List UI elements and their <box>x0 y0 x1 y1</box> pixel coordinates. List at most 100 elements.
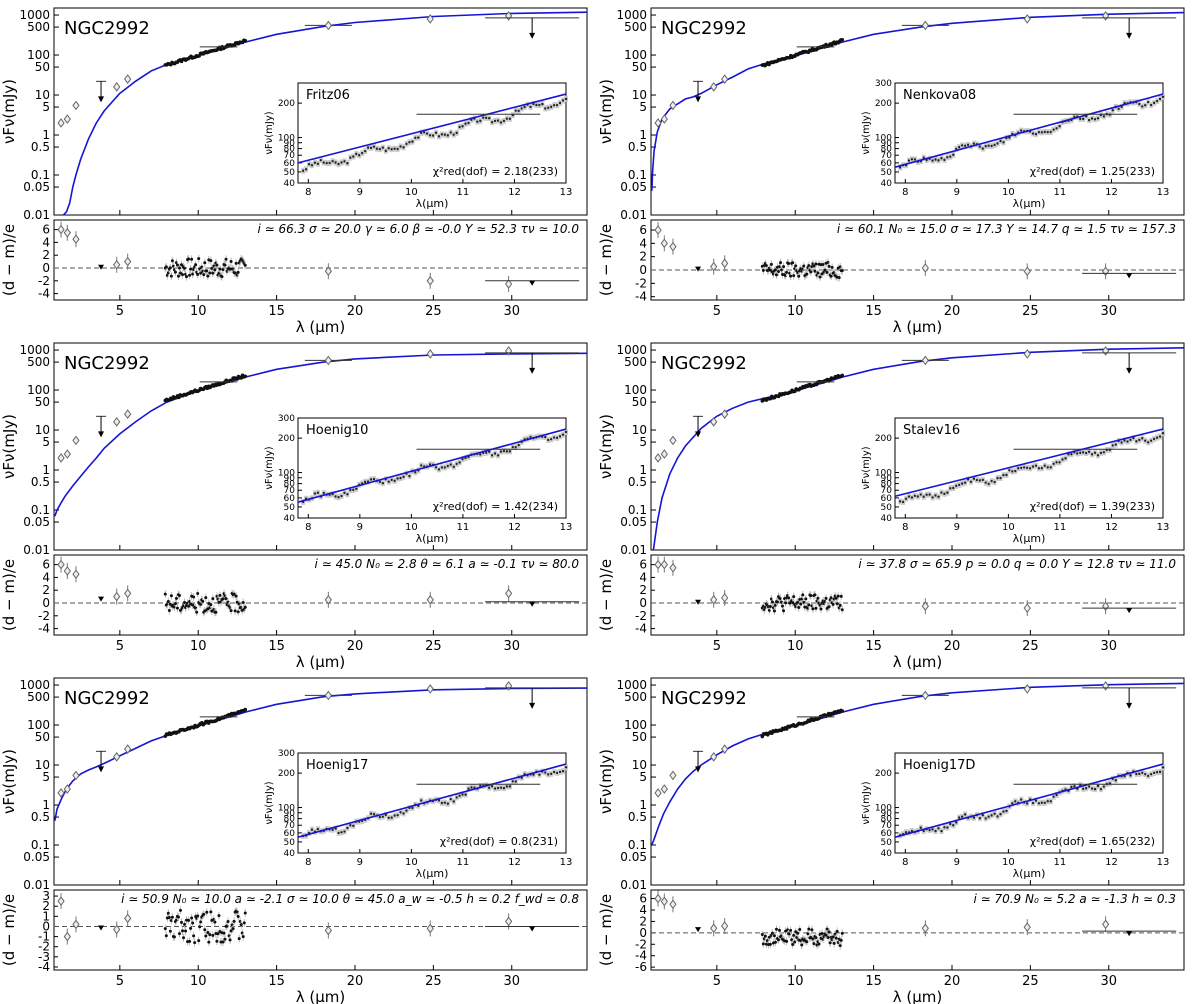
residual-spectrum-point <box>784 601 788 605</box>
inset-x-label: λ(μm) <box>416 867 449 880</box>
residual-spectrum-point <box>235 600 239 604</box>
inset-spectrum-point <box>1011 802 1014 805</box>
fit-parameters: i ≃ 60.1 N₀ ≃ 15.0 σ ≃ 17.3 Y ≃ 14.7 q ≃… <box>837 222 1176 236</box>
inset-spectrum-point <box>499 121 503 124</box>
inset-x-tick-label: 10 <box>405 857 418 868</box>
inset-spectrum-point <box>420 799 423 802</box>
residual-spectrum-point <box>813 269 817 273</box>
residual-spectrum-point <box>764 264 768 268</box>
residual-y-tick-label: -2 <box>635 276 647 290</box>
inset-spectrum-point <box>1020 466 1023 470</box>
inset-spectrum-point <box>387 816 391 820</box>
residual-spectrum-point <box>775 600 779 604</box>
inset-spectrum-point <box>331 160 334 163</box>
inset-spectrum-point <box>1040 466 1044 470</box>
residual-spectrum-point <box>760 933 764 937</box>
residual-spectrum-point <box>196 591 200 595</box>
inset-spectrum-point <box>514 445 517 449</box>
photometry-point <box>426 14 434 24</box>
inset-spectrum-point <box>984 481 988 484</box>
inset-spectrum-point <box>1031 801 1035 805</box>
inset-spectrum-point <box>301 169 305 172</box>
residual-y-tick-label: -2 <box>38 609 50 623</box>
inset-spectrum-point <box>1090 453 1094 456</box>
inset-x-tick-label: 12 <box>508 522 521 533</box>
residual-spectrum-point <box>209 603 213 607</box>
inset-spectrum-point <box>981 478 985 482</box>
x-tick-label: 20 <box>347 639 364 654</box>
inset-spectrum-point <box>508 450 512 453</box>
inset-spectrum-point <box>1090 787 1094 790</box>
inset-spectrum-point <box>910 496 914 499</box>
photometry-point <box>124 744 132 754</box>
x-tick-label: 10 <box>190 304 207 319</box>
photometry-point <box>660 784 668 794</box>
residual-spectrum-point <box>792 274 796 278</box>
inset-spectrum-point <box>461 125 464 128</box>
inset-spectrum-point <box>925 493 928 496</box>
inset-spectrum-point <box>340 494 343 498</box>
residual-spectrum-point <box>816 271 820 275</box>
inset-spectrum-point <box>946 826 949 829</box>
residual-spectrum-point <box>173 270 177 274</box>
residual-spectrum-point <box>224 597 228 601</box>
upper-limit-arrow <box>695 96 702 103</box>
x-tick-label: 25 <box>425 974 442 989</box>
residual-spectrum-point <box>187 257 191 261</box>
inset-y-tick-label: 80 <box>284 145 296 155</box>
residual-spectrum-point <box>192 595 196 599</box>
photometry-point <box>57 453 65 463</box>
y-tick-label: 5 <box>639 770 647 784</box>
residual-spectrum-point <box>187 604 191 608</box>
inset-spectrum-point <box>511 780 515 783</box>
residual-point <box>124 256 132 267</box>
residual-y-tick-label: -2 <box>38 274 50 288</box>
spectrum-point <box>760 734 765 739</box>
inset-spectrum-point <box>999 139 1002 143</box>
residual-spectrum-point <box>192 934 196 938</box>
y-tick-label: 0.05 <box>620 180 647 194</box>
residual-axes-frame <box>53 219 588 301</box>
inset-spectrum-point <box>458 794 461 797</box>
residual-point <box>57 559 65 570</box>
inset-spectrum-point <box>443 466 447 469</box>
y-tick-label: 500 <box>624 355 647 369</box>
inset-spectrum-point <box>316 827 320 831</box>
x-tick-label: 30 <box>503 639 520 654</box>
residual-point <box>1023 266 1031 277</box>
inset-spectrum-point <box>981 813 985 817</box>
inset-spectrum-point <box>1149 439 1153 442</box>
upper-limit-arrow <box>529 702 536 709</box>
spectrum-point <box>840 373 845 378</box>
residual-spectrum-point <box>778 928 782 932</box>
inset-x-tick-label: 13 <box>1157 522 1170 533</box>
inset-spectrum-point <box>313 492 317 495</box>
x-axis-label: λ (μm) <box>893 653 943 671</box>
inset-spectrum-point <box>414 136 417 140</box>
inset-x-tick-label: 11 <box>1054 857 1067 868</box>
x-axis-label: λ (μm) <box>893 988 943 1004</box>
inset-spectrum-point <box>1102 451 1106 454</box>
inset-spectrum-point <box>907 159 911 162</box>
spectrum-point <box>243 38 248 43</box>
residual-spectrum-point <box>825 927 829 931</box>
x-tick-label: 25 <box>1022 974 1039 989</box>
inset-spectrum-point <box>337 831 340 835</box>
inset-spectrum-point <box>1096 454 1100 457</box>
residual-point <box>324 925 332 936</box>
inset-y-tick-label: 200 <box>278 769 295 779</box>
source-title: NGC2992 <box>661 18 747 39</box>
inset-spectrum-point <box>393 147 396 150</box>
residual-spectrum-point <box>164 265 168 269</box>
y-tick-label: 5 <box>639 100 647 114</box>
x-tick-label: 15 <box>865 974 882 989</box>
inset-spectrum-point <box>490 785 494 788</box>
photometry-point <box>113 417 121 427</box>
inset-spectrum-point <box>963 813 967 816</box>
inset-model-line <box>297 93 567 164</box>
inset-spectrum-point <box>396 477 399 480</box>
inset-spectrum-point <box>455 462 458 466</box>
residual-spectrum-point <box>163 927 167 931</box>
y-tick-label: 50 <box>632 730 647 744</box>
